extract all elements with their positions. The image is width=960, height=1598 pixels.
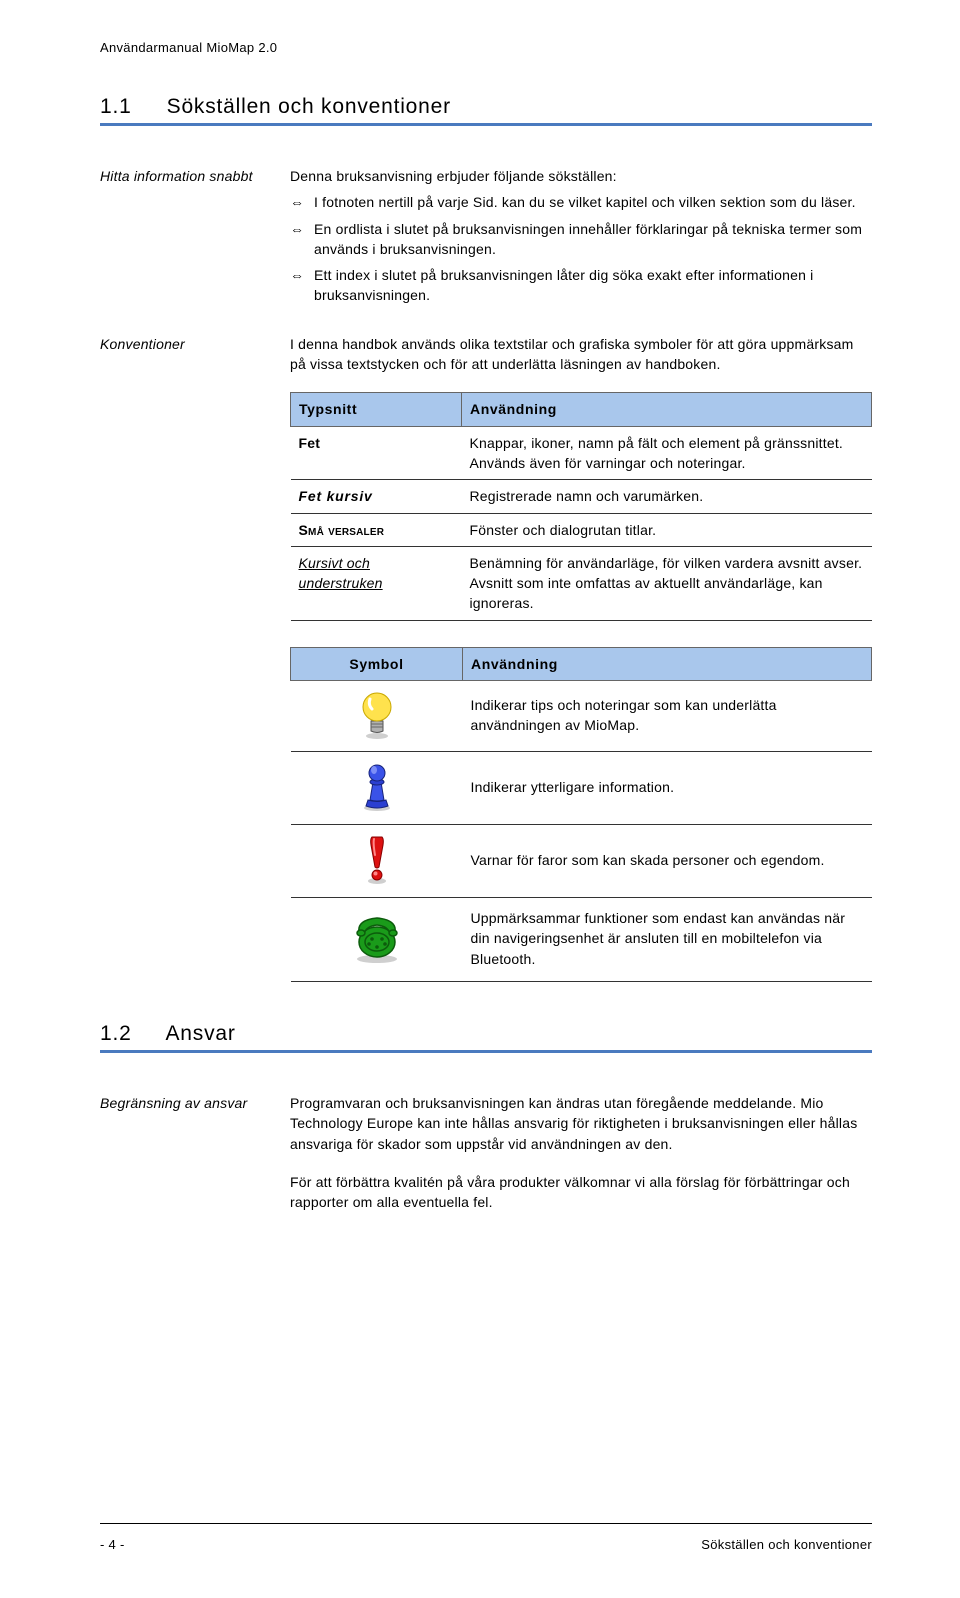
hitta-intro: Denna bruksanvisning erbjuder följande s… — [290, 166, 872, 186]
table-row: Fet Knappar, ikoner, namn på fält och el… — [291, 426, 872, 480]
footer-section: Sökställen och konventioner — [701, 1537, 872, 1552]
hitta-bullet-2: ⇔ Ett index i slutet på bruksanvisningen… — [290, 265, 872, 306]
hitta-bullet-1-text: En ordlista i slutet på bruksanvisningen… — [314, 219, 872, 260]
typsnitt-row-1-label: Fet kursiv — [299, 488, 373, 504]
section-1-1-title: 1.1 Sökställen och konventioner — [100, 95, 872, 119]
section-1-2-text: Ansvar — [165, 1022, 235, 1045]
typsnitt-row-3-desc: Benämning för användarläge, för vilken v… — [462, 546, 872, 620]
typsnitt-row-3-label: Kursivt och understruken — [299, 555, 383, 591]
symbol-table: Symbol Användning Indike — [290, 647, 872, 982]
footer-page: - 4 - — [100, 1537, 125, 1552]
hitta-bullet-0: ⇔ I fotnoten nertill på varje Sid. kan d… — [290, 192, 872, 212]
symbol-cell-pawn — [291, 752, 463, 825]
symbol-row-1-desc: Indikerar ytterligare information. — [463, 752, 872, 825]
symbol-row-3-desc: Uppmärksammar funktioner som endast kan … — [463, 898, 872, 982]
table-row: Uppmärksammar funktioner som endast kan … — [291, 898, 872, 982]
typsnitt-row-0-desc: Knappar, ikoner, namn på fält och elemen… — [462, 426, 872, 480]
footer: - 4 - Sökställen och konventioner — [100, 1537, 872, 1552]
konv-label: Konventioner — [100, 334, 290, 982]
symbol-cell-phone — [291, 898, 463, 982]
hitta-bullet-2-text: Ett index i slutet på bruksanvisningen l… — [314, 265, 872, 306]
begr-block: Begränsning av ansvar Programvaran och b… — [100, 1093, 872, 1230]
bullet-glyph-icon: ⇔ — [290, 192, 314, 212]
hitta-block: Hitta information snabbt Denna bruksanvi… — [100, 166, 872, 312]
hitta-bullet-0-text: I fotnoten nertill på varje Sid. kan du … — [314, 192, 872, 212]
lightbulb-icon — [360, 691, 394, 739]
typsnitt-table: Typsnitt Användning Fet Knappar, ikoner,… — [290, 392, 872, 620]
table-row: Varnar för faror som kan skada personer … — [291, 825, 872, 898]
begr-body: Programvaran och bruksanvisningen kan än… — [290, 1093, 872, 1230]
pawn-icon — [360, 762, 394, 812]
table-row: Små versaler Fönster och dialogrutan tit… — [291, 513, 872, 546]
begr-para-1: För att förbättra kvalitén på våra produ… — [290, 1172, 872, 1213]
bullet-glyph-icon: ⇔ — [290, 219, 314, 260]
section-underline — [100, 1050, 872, 1053]
section-1-1-text: Sökställen och konventioner — [167, 95, 451, 118]
phone-icon — [350, 912, 404, 964]
symbol-header-1: Användning — [463, 647, 872, 680]
bullet-glyph-icon: ⇔ — [290, 265, 314, 306]
typsnitt-row-0-label: Fet — [299, 435, 321, 451]
symbol-row-0-desc: Indikerar tips och noteringar som kan un… — [463, 681, 872, 752]
hitta-bullet-1: ⇔ En ordlista i slutet på bruksanvisning… — [290, 219, 872, 260]
doc-header: Användarmanual MioMap 2.0 — [100, 40, 872, 55]
typsnitt-row-2-label: Små versaler — [299, 522, 385, 538]
typsnitt-row-2-desc: Fönster och dialogrutan titlar. — [462, 513, 872, 546]
section-1-1-number: 1.1 — [100, 95, 160, 119]
section-underline — [100, 123, 872, 126]
begr-para-0: Programvaran och bruksanvisningen kan än… — [290, 1093, 872, 1154]
table-row: Fet kursiv Registrerade namn och varumär… — [291, 480, 872, 513]
symbol-header-0: Symbol — [291, 647, 463, 680]
section-1-2-number: 1.2 — [100, 1022, 160, 1046]
symbol-row-2-desc: Varnar för faror som kan skada personer … — [463, 825, 872, 898]
exclaim-icon — [364, 835, 390, 885]
table-row: Indikerar tips och noteringar som kan un… — [291, 681, 872, 752]
symbol-cell-lightbulb — [291, 681, 463, 752]
table-row: Indikerar ytterligare information. — [291, 752, 872, 825]
hitta-body: Denna bruksanvisning erbjuder följande s… — [290, 166, 872, 312]
footer-line — [100, 1523, 872, 1524]
page: Användarmanual MioMap 2.0 1.1 Sökställen… — [0, 0, 960, 1598]
begr-label: Begränsning av ansvar — [100, 1093, 290, 1230]
konv-body: I denna handbok används olika textstilar… — [290, 334, 872, 982]
typsnitt-row-1-desc: Registrerade namn och varumärken. — [462, 480, 872, 513]
symbol-header-row: Symbol Användning — [291, 647, 872, 680]
konv-block: Konventioner I denna handbok används oli… — [100, 334, 872, 982]
section-1-2-title: 1.2 Ansvar — [100, 1022, 872, 1046]
hitta-label: Hitta information snabbt — [100, 166, 290, 312]
table-row: Kursivt och understruken Benämning för a… — [291, 546, 872, 620]
konv-intro: I denna handbok används olika textstilar… — [290, 334, 872, 375]
typsnitt-header-0: Typsnitt — [291, 393, 462, 426]
typsnitt-header-1: Användning — [462, 393, 872, 426]
typsnitt-header-row: Typsnitt Användning — [291, 393, 872, 426]
symbol-cell-exclaim — [291, 825, 463, 898]
